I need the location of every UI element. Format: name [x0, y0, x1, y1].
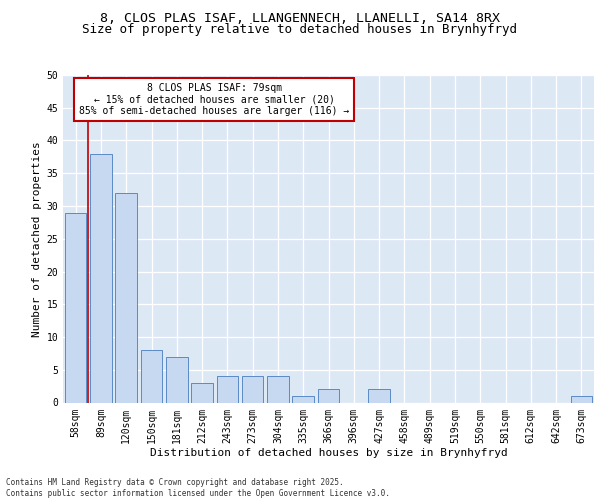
Text: 8, CLOS PLAS ISAF, LLANGENNECH, LLANELLI, SA14 8RX: 8, CLOS PLAS ISAF, LLANGENNECH, LLANELLI…: [100, 12, 500, 26]
X-axis label: Distribution of detached houses by size in Brynhyfryd: Distribution of detached houses by size …: [149, 448, 508, 458]
Bar: [115, 193, 137, 402]
Bar: [65, 212, 86, 402]
Bar: [166, 356, 188, 403]
Text: 8 CLOS PLAS ISAF: 79sqm
← 15% of detached houses are smaller (20)
85% of semi-de: 8 CLOS PLAS ISAF: 79sqm ← 15% of detache…: [79, 83, 349, 116]
Bar: [141, 350, 162, 403]
Bar: [217, 376, 238, 402]
Bar: [318, 390, 339, 402]
Bar: [242, 376, 263, 402]
Bar: [90, 154, 112, 402]
Bar: [292, 396, 314, 402]
Text: Contains HM Land Registry data © Crown copyright and database right 2025.
Contai: Contains HM Land Registry data © Crown c…: [6, 478, 390, 498]
Text: Size of property relative to detached houses in Brynhyfryd: Size of property relative to detached ho…: [83, 22, 517, 36]
Bar: [571, 396, 592, 402]
Y-axis label: Number of detached properties: Number of detached properties: [32, 141, 42, 336]
Bar: [267, 376, 289, 402]
Bar: [191, 383, 213, 402]
Bar: [368, 390, 390, 402]
